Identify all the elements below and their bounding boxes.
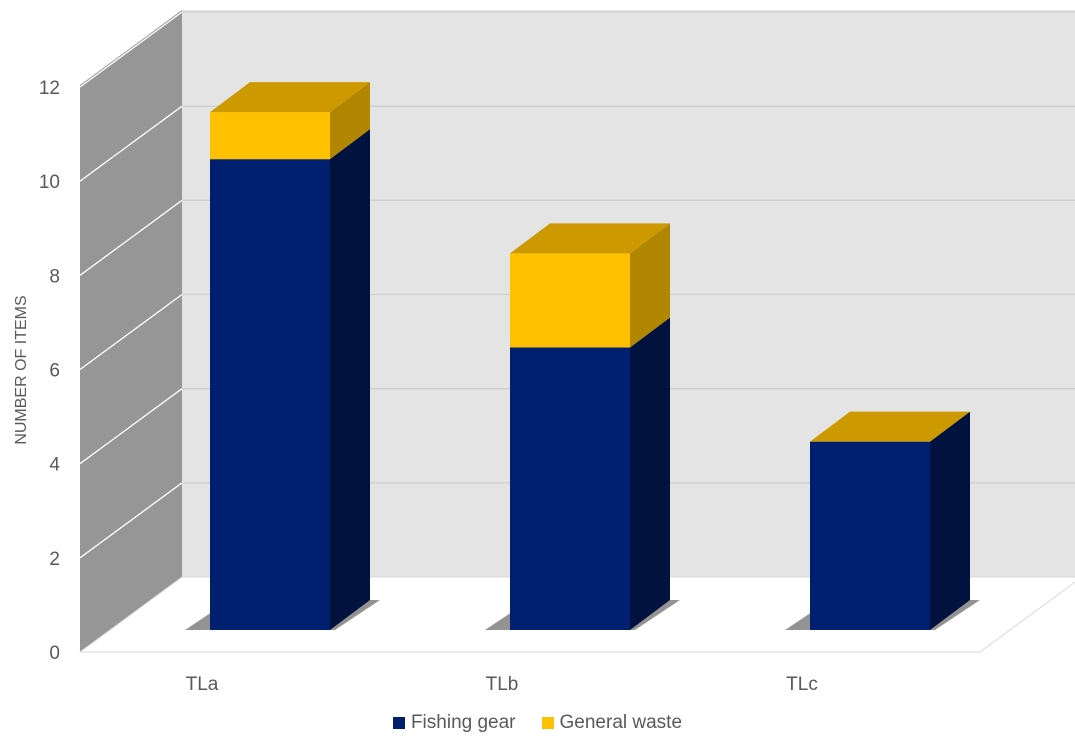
y-tick-label: 12: [39, 78, 60, 99]
x-category-label: TLc: [786, 674, 818, 695]
legend-item: Fishing gear: [392, 712, 516, 734]
bar-segment-fishing-gear-side: [930, 411, 970, 630]
bar-segment-general-waste-front: [510, 253, 630, 348]
y-tick-label: 10: [39, 172, 60, 193]
legend: Fishing gear General waste: [0, 712, 1075, 734]
legend-swatch: [392, 717, 405, 729]
bar-top: [210, 82, 370, 113]
x-category-label: TLa: [186, 674, 219, 695]
bar-top: [510, 223, 670, 254]
gridline-side: [79, 11, 183, 88]
x-category-labels: TLa TLb TLc: [186, 674, 818, 695]
y-axis-title: NUMBER OF ITEMS: [13, 295, 30, 444]
bar-segment-fishing-gear-front: [510, 347, 630, 630]
y-tick-labels: 0 2 4 6 8 10 12: [39, 78, 61, 664]
gridline-side: [79, 293, 183, 371]
legend-item: General waste: [541, 712, 683, 734]
bars: [185, 82, 980, 630]
y-tick-label: 4: [49, 455, 60, 476]
legend-label: Fishing gear: [410, 712, 516, 733]
bar-segment-general-waste-front: [210, 112, 330, 160]
bar-top: [810, 411, 970, 442]
legend-swatch: [541, 717, 554, 729]
y-tick-label: 2: [49, 549, 60, 570]
gridline-side: [79, 105, 183, 182]
bar-segment-general-waste-side: [330, 82, 370, 160]
bar-segment-fishing-gear-side: [330, 129, 370, 630]
bar-segment-fishing-gear-side: [630, 317, 670, 630]
y-tick-label: 8: [49, 266, 60, 287]
y-tick-label: 0: [49, 643, 60, 664]
gridline-side: [79, 388, 183, 465]
bar-segment-fishing-gear-front: [210, 159, 330, 630]
bar-segment-fishing-gear-front: [810, 441, 930, 630]
x-category-label: TLb: [486, 674, 519, 695]
gridline-side: [79, 199, 183, 276]
legend-label: General waste: [559, 712, 683, 733]
y-tick-label: 6: [49, 361, 60, 382]
side-wall: [80, 10, 182, 652]
bar-segment-general-waste-side: [630, 223, 670, 348]
gridline-side: [79, 482, 183, 559]
